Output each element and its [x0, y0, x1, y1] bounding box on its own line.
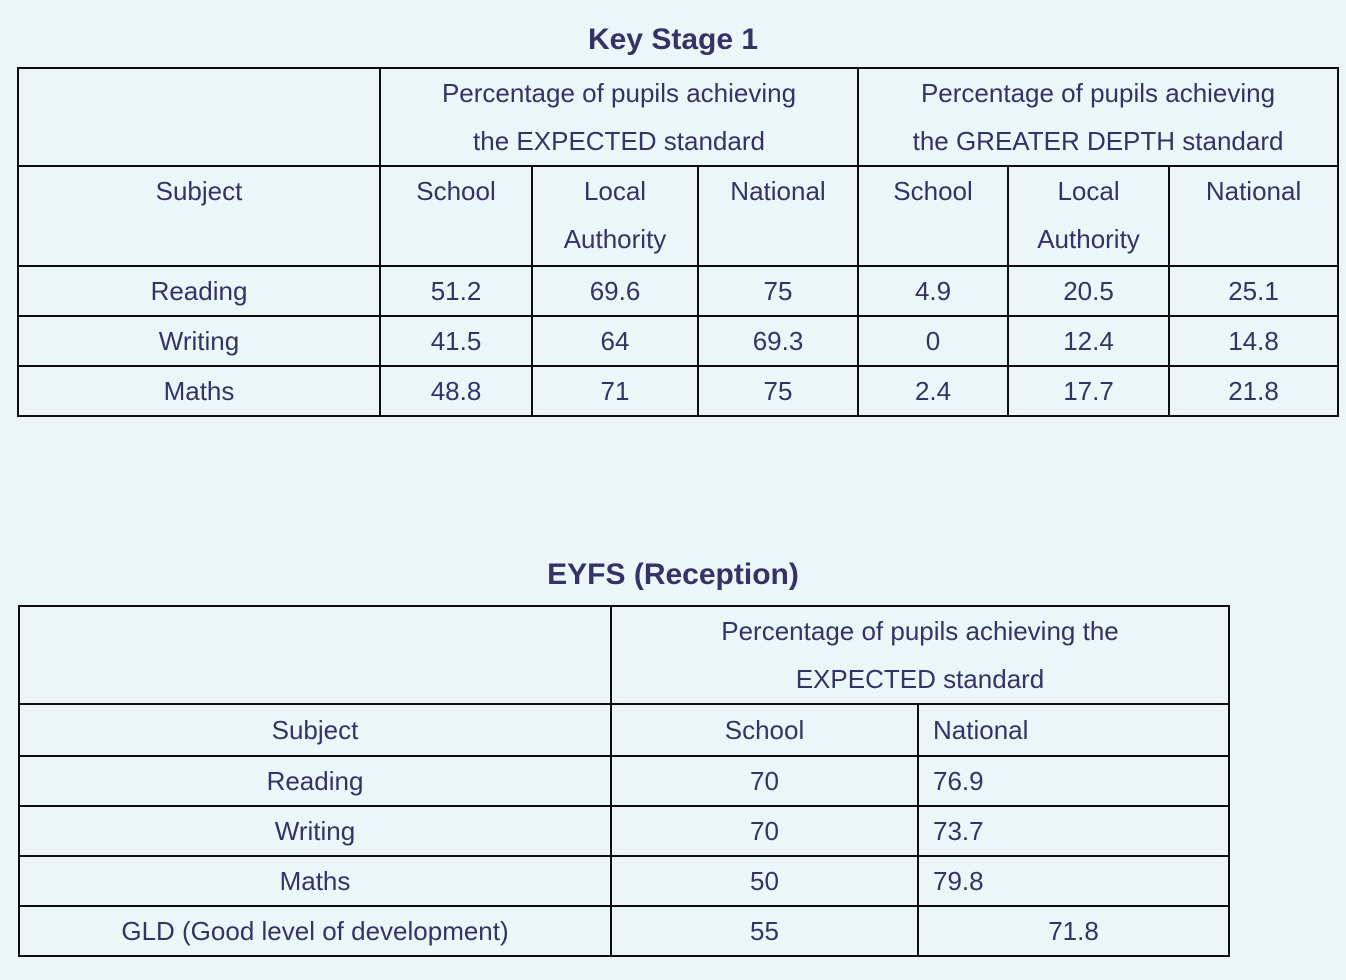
eyfs-gld-school-cell: 55 [610, 905, 919, 957]
ks1-column-header-school-expected: School [379, 165, 533, 267]
ks1-section-title: Key Stage 1 [587, 23, 759, 56]
ks1-maths-expected-school-cell: 48.8 [379, 365, 533, 417]
ks1-reading-gd-school-cell: 4.9 [857, 265, 1010, 317]
eyfs-group-header-row: Percentage of pupils achieving the EXPEC… [18, 605, 1230, 705]
ks1-maths-subject-cell: Maths [17, 365, 381, 417]
ks1-column-header-school-greater-depth: School [857, 165, 1010, 267]
eyfs-section-title: EYFS (Reception) [547, 558, 799, 591]
ks1-writing-expected-national-cell: 69.3 [696, 315, 860, 367]
ks1-empty-corner-cell [17, 67, 381, 167]
eyfs-maths-subject-cell: Maths [18, 855, 612, 907]
ks1-column-header-subject: Subject [17, 165, 381, 267]
eyfs-gld-national-cell: 71.8 [917, 905, 1230, 957]
ks1-writing-expected-school-cell: 41.5 [379, 315, 533, 367]
key-stage-1-table: Percentage of pupils achieving the EXPEC… [17, 67, 1340, 417]
eyfs-reading-school-cell: 70 [610, 755, 919, 807]
eyfs-writing-school-cell: 70 [610, 805, 919, 857]
eyfs-writing-national-cell: 73.7 [917, 805, 1230, 857]
ks1-column-header-local-authority-expected: Local Authority [531, 165, 699, 267]
ks1-column-header-local-authority-greater-depth: Local Authority [1007, 165, 1171, 267]
ks1-greater-depth-group-header: Percentage of pupils achieving the GREAT… [857, 67, 1340, 167]
ks1-greater-depth-header-line2: the GREATER DEPTH standard [912, 126, 1284, 156]
eyfs-row-writing: Writing 70 73.7 [18, 805, 1230, 857]
eyfs-maths-school-cell: 50 [610, 855, 919, 907]
eyfs-row-reading: Reading 70 76.9 [18, 755, 1230, 807]
ks1-greater-depth-header-line1: Percentage of pupils achieving [920, 78, 1276, 108]
ks1-column-header-national-greater-depth: National [1168, 165, 1340, 267]
eyfs-writing-subject-cell: Writing [18, 805, 612, 857]
ks1-column-header-row: Subject School Local Authority National … [17, 165, 1340, 267]
ks1-writing-gd-national-cell: 14.8 [1168, 315, 1340, 367]
ks1-maths-expected-la-cell: 71 [531, 365, 699, 417]
eyfs-column-header-row: Subject School National [18, 703, 1230, 757]
ks1-row-writing: Writing 41.5 64 69.3 0 12.4 14.8 [17, 315, 1340, 367]
ks1-maths-gd-national-cell: 21.8 [1168, 365, 1340, 417]
eyfs-row-gld: GLD (Good level of development) 55 71.8 [18, 905, 1230, 957]
ks1-writing-expected-la-cell: 64 [531, 315, 699, 367]
ks1-writing-gd-school-cell: 0 [857, 315, 1010, 367]
ks1-expected-header-line1: Percentage of pupils achieving [441, 78, 797, 108]
ks1-reading-gd-national-cell: 25.1 [1168, 265, 1340, 317]
ks1-maths-expected-national-cell: 75 [696, 365, 860, 417]
eyfs-reading-subject-cell: Reading [18, 755, 612, 807]
ks1-expected-header-line2: the EXPECTED standard [473, 126, 765, 156]
ks1-writing-subject-cell: Writing [17, 315, 381, 367]
eyfs-column-header-national: National [917, 703, 1230, 757]
ks1-column-header-national-expected: National [696, 165, 860, 267]
ks1-reading-subject-cell: Reading [17, 265, 381, 317]
eyfs-table: Percentage of pupils achieving the EXPEC… [18, 605, 1230, 957]
ks1-reading-expected-la-cell: 69.6 [531, 265, 699, 317]
eyfs-row-maths: Maths 50 79.8 [18, 855, 1230, 907]
ks1-reading-expected-national-cell: 75 [696, 265, 860, 317]
eyfs-maths-national-cell: 79.8 [917, 855, 1230, 907]
ks1-maths-gd-la-cell: 17.7 [1007, 365, 1171, 417]
ks1-reading-expected-school-cell: 51.2 [379, 265, 533, 317]
eyfs-empty-corner-cell [18, 605, 612, 705]
ks1-maths-gd-school-cell: 2.4 [857, 365, 1010, 417]
eyfs-reading-national-cell: 76.9 [917, 755, 1230, 807]
ks1-row-reading: Reading 51.2 69.6 75 4.9 20.5 25.1 [17, 265, 1340, 317]
ks1-row-maths: Maths 48.8 71 75 2.4 17.7 21.8 [17, 365, 1340, 417]
ks1-reading-gd-la-cell: 20.5 [1007, 265, 1171, 317]
eyfs-gld-subject-cell: GLD (Good level of development) [18, 905, 612, 957]
eyfs-expected-header-line2: EXPECTED standard [795, 664, 1045, 694]
ks1-writing-gd-la-cell: 12.4 [1007, 315, 1171, 367]
eyfs-column-header-subject: Subject [18, 703, 612, 757]
eyfs-expected-header-line1: Percentage of pupils achieving the [721, 616, 1119, 646]
ks1-group-header-row: Percentage of pupils achieving the EXPEC… [17, 67, 1340, 167]
ks1-expected-group-header: Percentage of pupils achieving the EXPEC… [378, 67, 860, 167]
eyfs-column-header-school: School [610, 703, 919, 757]
eyfs-expected-group-header: Percentage of pupils achieving the EXPEC… [610, 605, 1230, 705]
